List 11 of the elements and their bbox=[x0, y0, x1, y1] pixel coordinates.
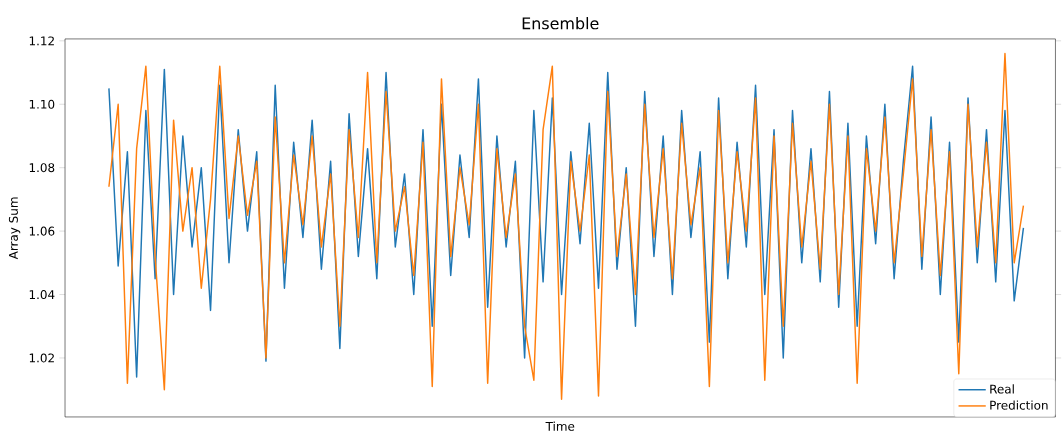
y-tick-label: 1.04 bbox=[29, 290, 55, 300]
y-tick-label: 1.08 bbox=[29, 163, 55, 173]
chart-title: Ensemble bbox=[522, 17, 599, 30]
legend-label: Real bbox=[990, 384, 1014, 394]
y-axis-title: Array Sum bbox=[8, 197, 21, 260]
y-tick-label: 1.06 bbox=[29, 226, 55, 236]
y-tick-label: 1.10 bbox=[29, 99, 55, 109]
x-axis-title: Time bbox=[545, 421, 575, 431]
y-tick-label: 1.12 bbox=[29, 36, 54, 46]
legend-label: Prediction bbox=[990, 400, 1048, 410]
y-tick-label: 1.02 bbox=[29, 353, 54, 363]
